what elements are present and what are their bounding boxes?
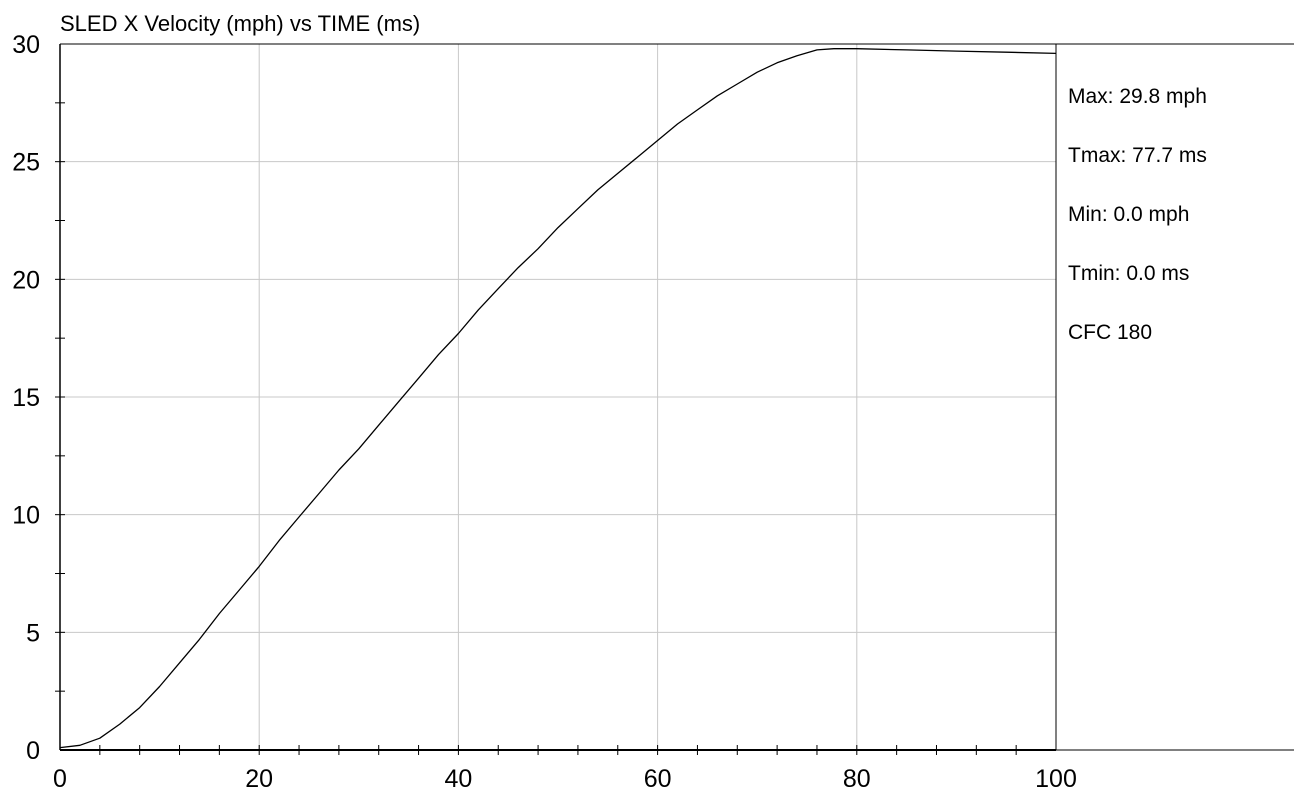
- annotation-text: Tmin: 0.0 ms: [1068, 262, 1189, 285]
- chart-title: SLED X Velocity (mph) vs TIME (ms): [60, 11, 420, 36]
- stats-annotations: Max: 29.8 mph Tmax: 77.7 ms Min: 0.0 mph Tm…: [1068, 85, 1207, 344]
- y-tick-label: 10: [12, 502, 40, 530]
- minor-ticks: [55, 102, 1017, 755]
- x-tick-label: 60: [644, 765, 672, 793]
- y-tick-label: 25: [12, 149, 40, 177]
- y-tick-label: 15: [12, 384, 40, 412]
- x-tick-label: 20: [245, 765, 273, 793]
- series-line: [59, 48, 1057, 749]
- x-tick-label: 0: [53, 765, 67, 793]
- data-series: [59, 48, 1057, 749]
- y-tick-label: 20: [12, 266, 40, 294]
- x-tick-label: 80: [843, 765, 871, 793]
- annotation-text: Max: 29.8 mph: [1068, 85, 1207, 108]
- y-tick-label: 5: [26, 619, 40, 647]
- annotation-text: CFC 180: [1068, 321, 1152, 344]
- annotation-text: Min: 0.0 mph: [1068, 203, 1189, 226]
- x-tick-label: 40: [444, 765, 472, 793]
- x-tick-label: 100: [1035, 765, 1077, 793]
- y-tick-labels: 0 5 10 15 20 25 30: [12, 31, 40, 765]
- x-tick-labels: 0 20 40 60 80 100: [53, 765, 1077, 793]
- grid-lines: [60, 44, 1056, 750]
- annotation-text: Tmax: 77.7 ms: [1068, 144, 1207, 167]
- y-tick-label: 0: [26, 737, 40, 765]
- y-tick-label: 30: [12, 31, 40, 59]
